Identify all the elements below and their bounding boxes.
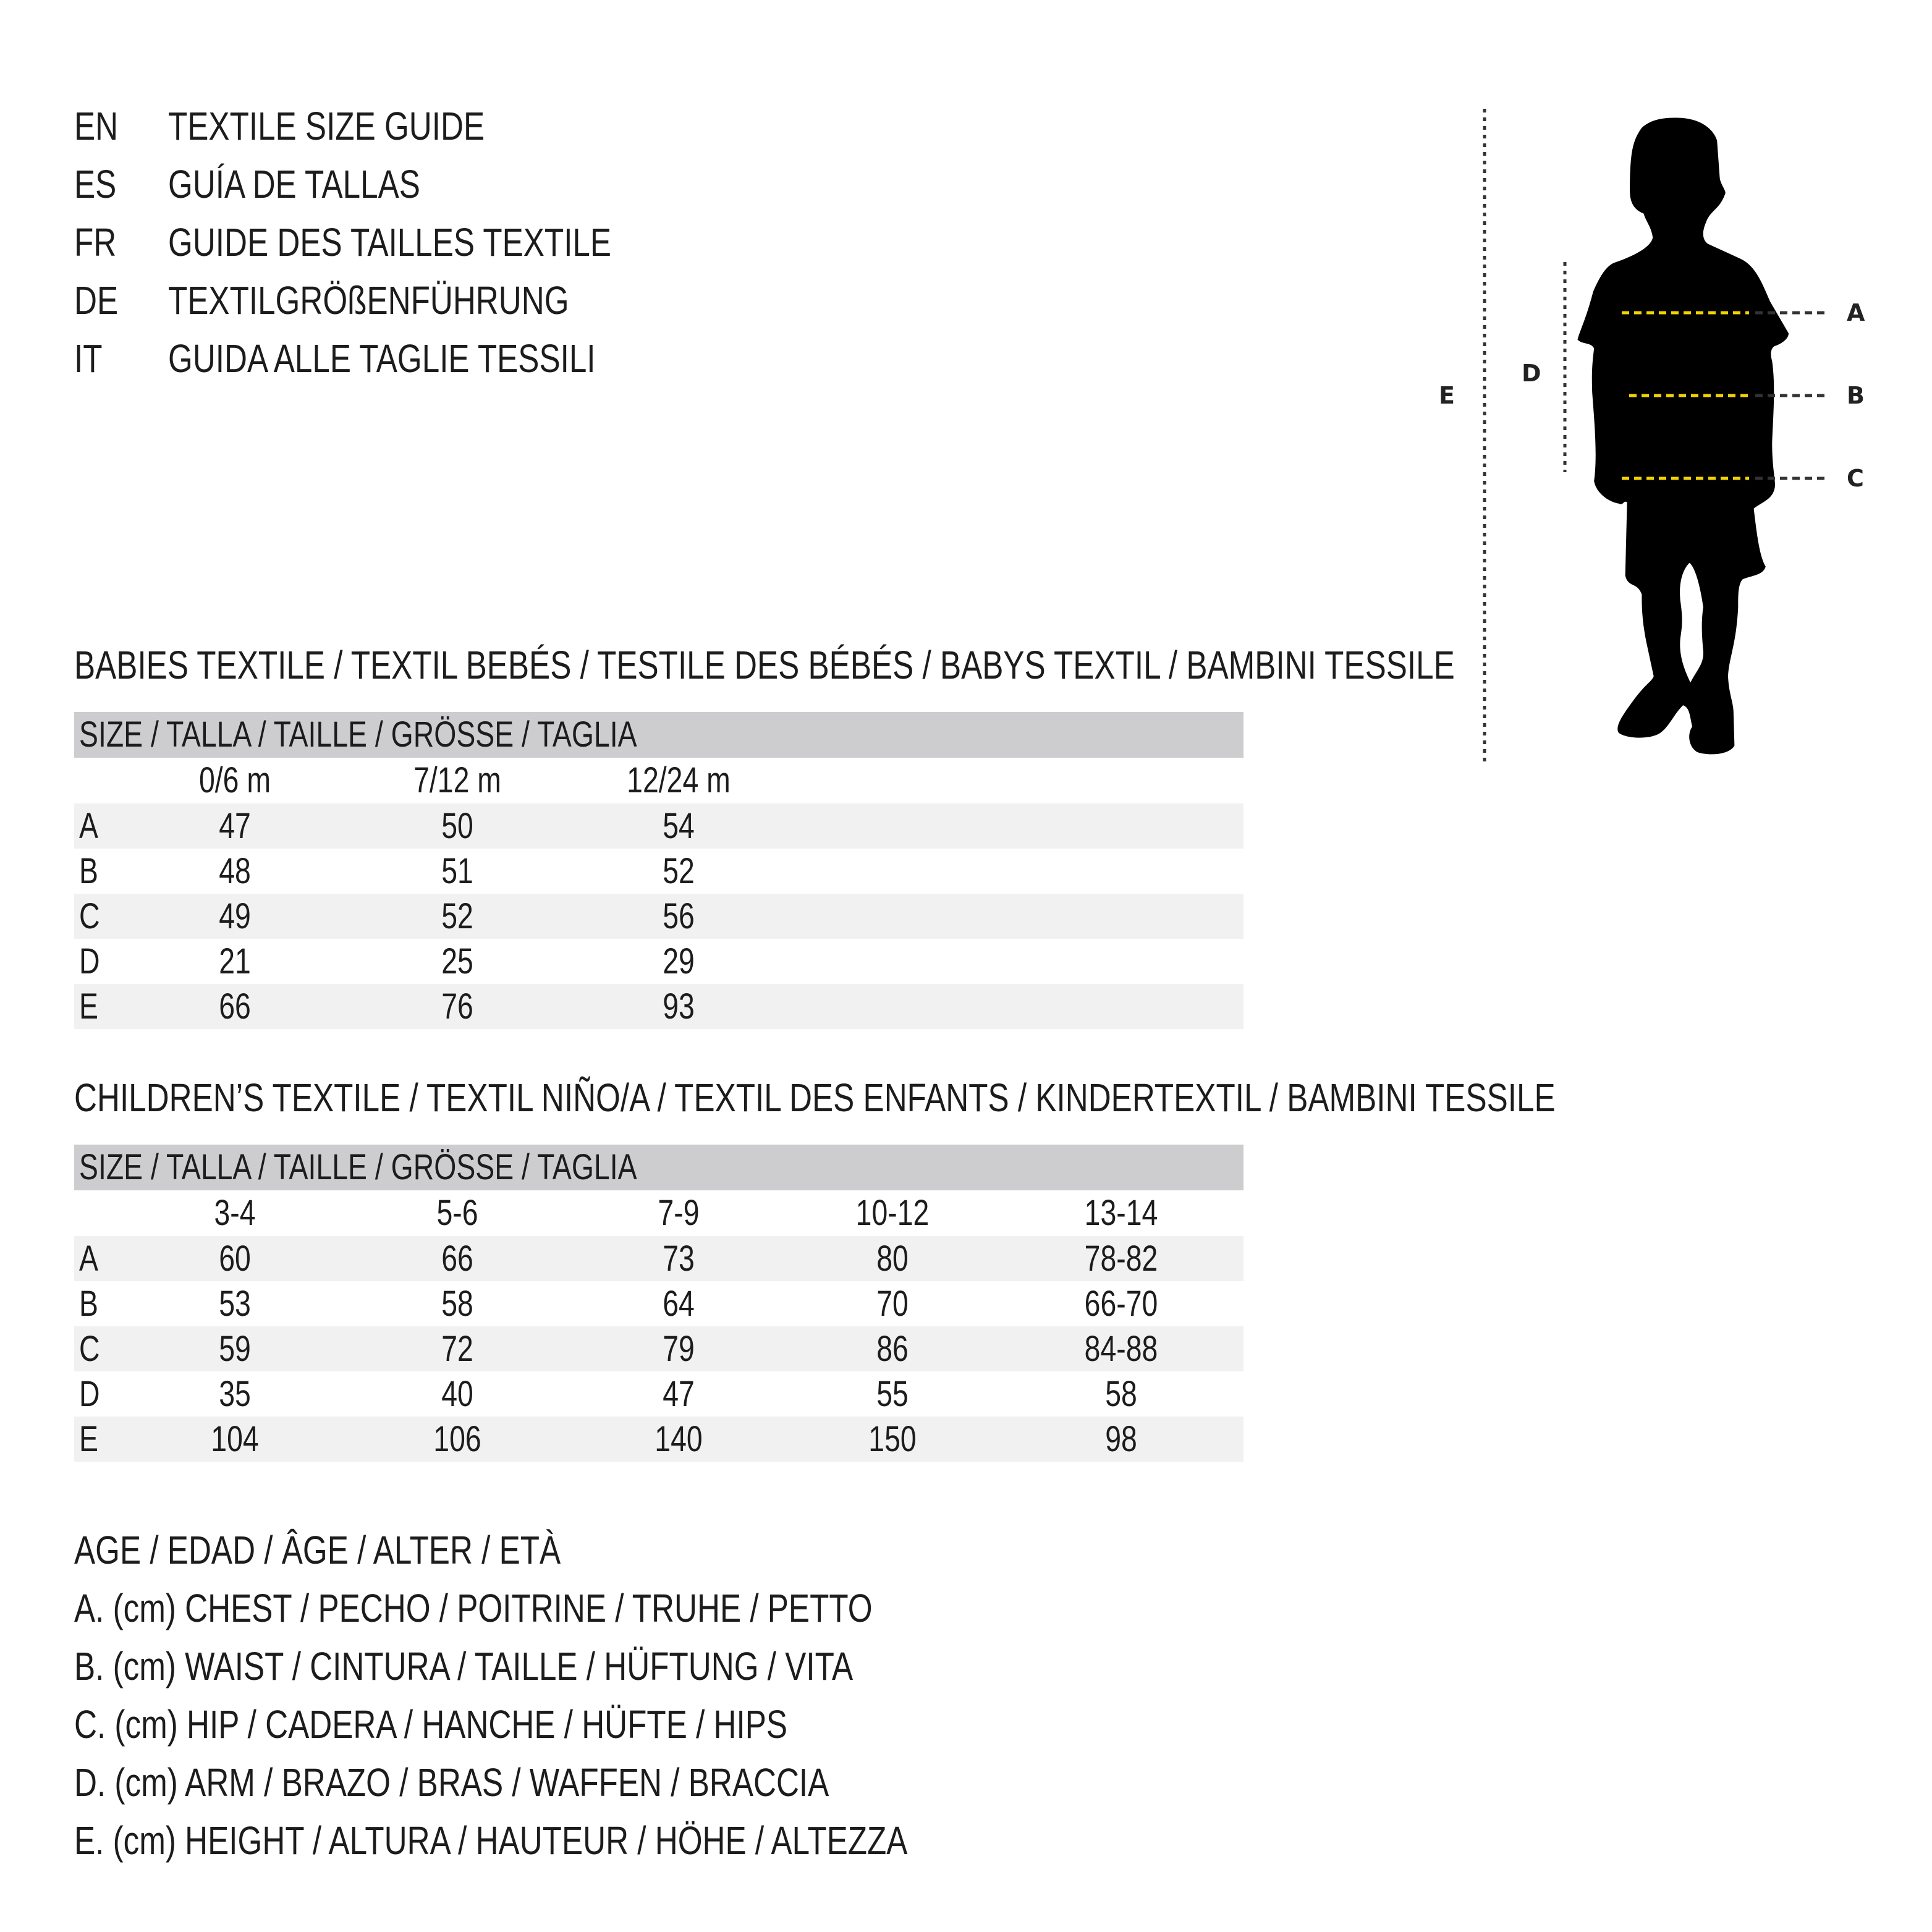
legend-item: C. (cm) HIP / CADERA / HANCHE / HÜFTE / … (74, 1702, 788, 1747)
language-code: EN (74, 104, 119, 148)
table-cell: 64 (663, 1284, 695, 1324)
row-label: C (79, 1329, 100, 1369)
table-cell: 48 (219, 851, 251, 891)
table-cell: 76 (441, 986, 473, 1027)
table-cell: 35 (219, 1374, 251, 1414)
table-cell: 58 (441, 1284, 473, 1324)
column-header: 13-14 (1084, 1193, 1158, 1233)
table-cell: 53 (219, 1284, 251, 1324)
table-cell: 29 (663, 941, 695, 981)
table-cell: 66 (441, 1239, 473, 1279)
guide-title: GUIDE DES TAILLES TEXTILE (168, 220, 612, 265)
column-header: 12/24 m (627, 760, 731, 800)
legend-item: A. (cm) CHEST / PECHO / POITRINE / TRUHE… (74, 1586, 873, 1630)
language-code: DE (74, 278, 119, 323)
table-row-background (74, 984, 1244, 1029)
guide-title: GUÍA DE TALLAS (168, 162, 420, 206)
table-cell: 86 (876, 1329, 909, 1369)
column-header: 7-9 (658, 1193, 700, 1233)
table-cell: 140 (655, 1419, 703, 1459)
table-cell: 56 (663, 896, 695, 936)
label-a: A (1847, 299, 1865, 326)
table-cell: 49 (219, 896, 251, 936)
table-cell: 66 (219, 986, 251, 1027)
guide-title: TEXTILE SIZE GUIDE (168, 104, 485, 148)
table-cell: 47 (663, 1374, 695, 1414)
column-header: 5-6 (436, 1193, 478, 1233)
language-code: IT (74, 336, 103, 381)
table-cell: 52 (663, 851, 695, 891)
column-header: 10-12 (855, 1193, 930, 1233)
table-cell: 80 (876, 1239, 909, 1279)
label-b: B (1847, 382, 1865, 409)
table-cell: 52 (441, 896, 473, 936)
table-cell: 47 (219, 806, 251, 846)
table-cell: 72 (441, 1329, 473, 1369)
label-c: C (1847, 465, 1864, 492)
row-label: B (79, 1284, 98, 1324)
size-header-band (74, 1145, 1244, 1190)
row-label: A (79, 806, 98, 846)
size-header: SIZE / TALLA / TAILLE / GRÖSSE / TAGLIA (79, 1147, 637, 1187)
guide-title: GUIDA ALLE TAGLIE TESSILI (168, 336, 596, 381)
table-cell: 66-70 (1084, 1284, 1158, 1324)
table-cell: 70 (876, 1284, 909, 1324)
table-cell: 40 (441, 1374, 473, 1414)
table-cell: 73 (663, 1239, 695, 1279)
table-cell: 51 (441, 851, 473, 891)
language-code: ES (74, 162, 117, 206)
column-header: 7/12 m (413, 760, 501, 800)
table-row-background (74, 1236, 1244, 1281)
row-label: E (79, 986, 98, 1027)
babies-heading: BABIES TEXTILE / TEXTIL BEBÉS / TESTILE … (74, 643, 1455, 687)
table-cell: 98 (1105, 1419, 1137, 1459)
table-cell: 50 (441, 806, 473, 846)
table-row-background (74, 1326, 1244, 1371)
table-cell: 104 (211, 1419, 259, 1459)
row-label: D (79, 1374, 100, 1414)
label-e: E (1439, 382, 1455, 409)
row-label: B (79, 851, 98, 891)
table-cell: 78-82 (1084, 1239, 1158, 1279)
size-header-band (74, 712, 1244, 758)
measurement-figure (1483, 109, 1827, 764)
column-header: 0/6 m (198, 760, 271, 800)
table-cell: 21 (219, 941, 251, 981)
table-cell: 93 (663, 986, 695, 1027)
row-label: D (79, 941, 100, 981)
row-label: C (79, 896, 100, 936)
legend-item: E. (cm) HEIGHT / ALTURA / HAUTEUR / HÖHE… (74, 1818, 908, 1863)
table-cell: 150 (868, 1419, 917, 1459)
guide-title: TEXTILGRÖßENFÜHRUNG (168, 278, 569, 323)
table-cell: 58 (1105, 1374, 1137, 1414)
table-row-background (74, 803, 1244, 849)
row-label: E (79, 1419, 98, 1459)
table-cell: 59 (219, 1329, 251, 1369)
size-header: SIZE / TALLA / TAILLE / GRÖSSE / TAGLIA (79, 714, 637, 755)
table-row-background (74, 894, 1244, 939)
table-row-background (74, 1417, 1244, 1462)
language-code: FR (74, 220, 117, 265)
table-cell: 55 (876, 1374, 909, 1414)
label-d: D (1522, 360, 1541, 387)
table-cell: 54 (663, 806, 695, 846)
legend-item: AGE / EDAD / ÂGE / ALTER / ETÀ (74, 1528, 561, 1572)
legend-item: D. (cm) ARM / BRAZO / BRAS / WAFFEN / BR… (74, 1760, 829, 1805)
table-cell: 106 (433, 1419, 481, 1459)
child-silhouette-icon (1577, 117, 1789, 755)
table-cell: 60 (219, 1239, 251, 1279)
table-cell: 79 (663, 1329, 695, 1369)
table-cell: 25 (441, 941, 473, 981)
row-label: A (79, 1239, 98, 1279)
table-cell: 84-88 (1084, 1329, 1158, 1369)
legend-item: B. (cm) WAIST / CINTURA / TAILLE / HÜFTU… (74, 1644, 854, 1688)
column-header: 3-4 (214, 1193, 256, 1233)
children-heading: CHILDREN’S TEXTILE / TEXTIL NIÑO/A / TEX… (74, 1075, 1556, 1120)
